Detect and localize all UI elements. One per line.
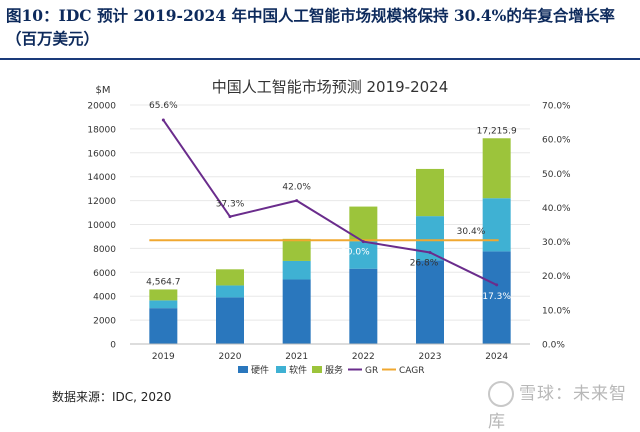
bar-hardware <box>482 251 511 344</box>
bar-software <box>349 241 378 269</box>
y-tick-left: 10000 <box>87 221 116 231</box>
gr-label: 42.0% <box>282 183 311 193</box>
bar-services <box>416 168 444 217</box>
legend-swatch-software <box>276 366 286 373</box>
bar-software <box>482 198 511 252</box>
y-tick-left: 4000 <box>93 293 116 303</box>
y-tick-left: 2000 <box>93 317 116 327</box>
y-tick-left: 12000 <box>87 197 116 207</box>
legend-swatch-services <box>312 366 322 373</box>
gr-point <box>161 118 165 122</box>
cagr-label: 30.4% <box>457 227 486 237</box>
legend-label: GR <box>365 366 378 376</box>
y-unit-label: $M <box>96 85 111 96</box>
total-label: 4,564.7 <box>146 277 180 287</box>
y-tick-right: 40.0% <box>542 204 571 214</box>
bar-hardware <box>282 279 311 344</box>
bar-hardware <box>149 308 178 344</box>
source-note: 数据来源：IDC, 2020 <box>52 390 172 404</box>
x-tick-label: 2020 <box>219 352 242 362</box>
y-tick-right: 70.0% <box>542 102 571 112</box>
legend-swatch-hardware <box>238 366 248 373</box>
y-tick-right: 20.0% <box>542 272 571 282</box>
legend-label: CAGR <box>399 366 425 376</box>
bar-hardware <box>216 297 244 344</box>
title-rule <box>0 58 640 60</box>
y-tick-right: 10.0% <box>542 306 571 316</box>
gr-point <box>428 250 432 254</box>
gr-label: 30.0% <box>341 248 370 258</box>
gr-line <box>162 119 498 286</box>
bar-services <box>282 238 311 261</box>
y-tick-left: 6000 <box>93 269 116 279</box>
y-tick-left: 8000 <box>93 245 116 255</box>
bar-software <box>282 260 311 280</box>
y-tick-left: 16000 <box>87 149 116 159</box>
gr-label: 37.3% <box>216 200 245 210</box>
y-tick-right: 50.0% <box>542 170 571 180</box>
bar-services <box>216 269 244 286</box>
bar-services <box>149 289 178 301</box>
gr-point <box>495 283 499 287</box>
x-tick-label: 2019 <box>152 352 175 362</box>
y-tick-right: 30.0% <box>542 238 571 248</box>
y-tick-left: 0 <box>110 341 116 351</box>
legend-label: 软件 <box>289 364 307 376</box>
gr-point <box>361 240 365 244</box>
x-tick-label: 2022 <box>352 352 375 362</box>
chart-title: 中国人工智能市场预测 2019-2024 <box>212 78 449 96</box>
y-tick-right: 60.0% <box>542 136 571 146</box>
gr-label: 17.3% <box>482 292 511 302</box>
y-tick-left: 20000 <box>87 102 116 112</box>
y-tick-left: 18000 <box>87 125 116 135</box>
bar-services <box>482 138 511 199</box>
gr-label: 26.8% <box>410 258 439 268</box>
legend-label: 硬件 <box>251 364 269 376</box>
bar-hardware <box>349 268 378 344</box>
y-tick-left: 14000 <box>87 173 116 183</box>
chart: 中国人工智能市场预测 2019-2024 $M 4,564.7 17,215.9 3… <box>87 78 571 376</box>
figure-title: 图10：IDC 预计 2019-2024 年中国人工智能市场规模将保持 30.4… <box>6 6 615 48</box>
bar-software <box>149 300 178 309</box>
bar-software <box>216 285 244 298</box>
x-tick-label: 2024 <box>485 352 508 362</box>
total-label: 17,215.9 <box>477 126 517 136</box>
gr-label: 65.6% <box>149 101 178 111</box>
gr-point <box>228 215 232 219</box>
x-tick-label: 2021 <box>285 352 308 362</box>
watermark: 雪球：未来智库 <box>488 379 640 432</box>
y-tick-right: 0.0% <box>542 341 565 351</box>
gr-point <box>295 199 299 203</box>
bar-hardware <box>416 260 444 344</box>
x-tick-label: 2023 <box>419 352 442 362</box>
snowball-logo-icon <box>488 381 514 407</box>
legend-label: 服务 <box>325 364 343 376</box>
